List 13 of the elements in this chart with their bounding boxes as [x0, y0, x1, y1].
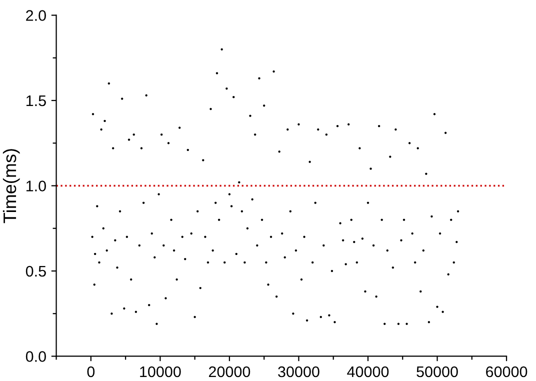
y-tick-label: 2.0 — [26, 10, 46, 21]
x-tick-label: 40000 — [347, 366, 389, 378]
x-tick-label: 0 — [87, 366, 95, 378]
x-tick-label: 10000 — [140, 366, 181, 378]
y-tick-label: 1.0 — [26, 180, 46, 192]
x-tick-label: 20000 — [208, 366, 250, 378]
y-tick-label: 0.5 — [26, 266, 46, 277]
y-tick-label: 0.0 — [26, 351, 46, 362]
x-tick-label: 30000 — [278, 366, 320, 378]
x-tick-label: 60000 — [486, 366, 528, 378]
x-tick-label: 50000 — [416, 366, 458, 378]
y-tick-label: 1.5 — [26, 96, 46, 106]
y-axis-title: Time(ms) — [2, 149, 20, 224]
